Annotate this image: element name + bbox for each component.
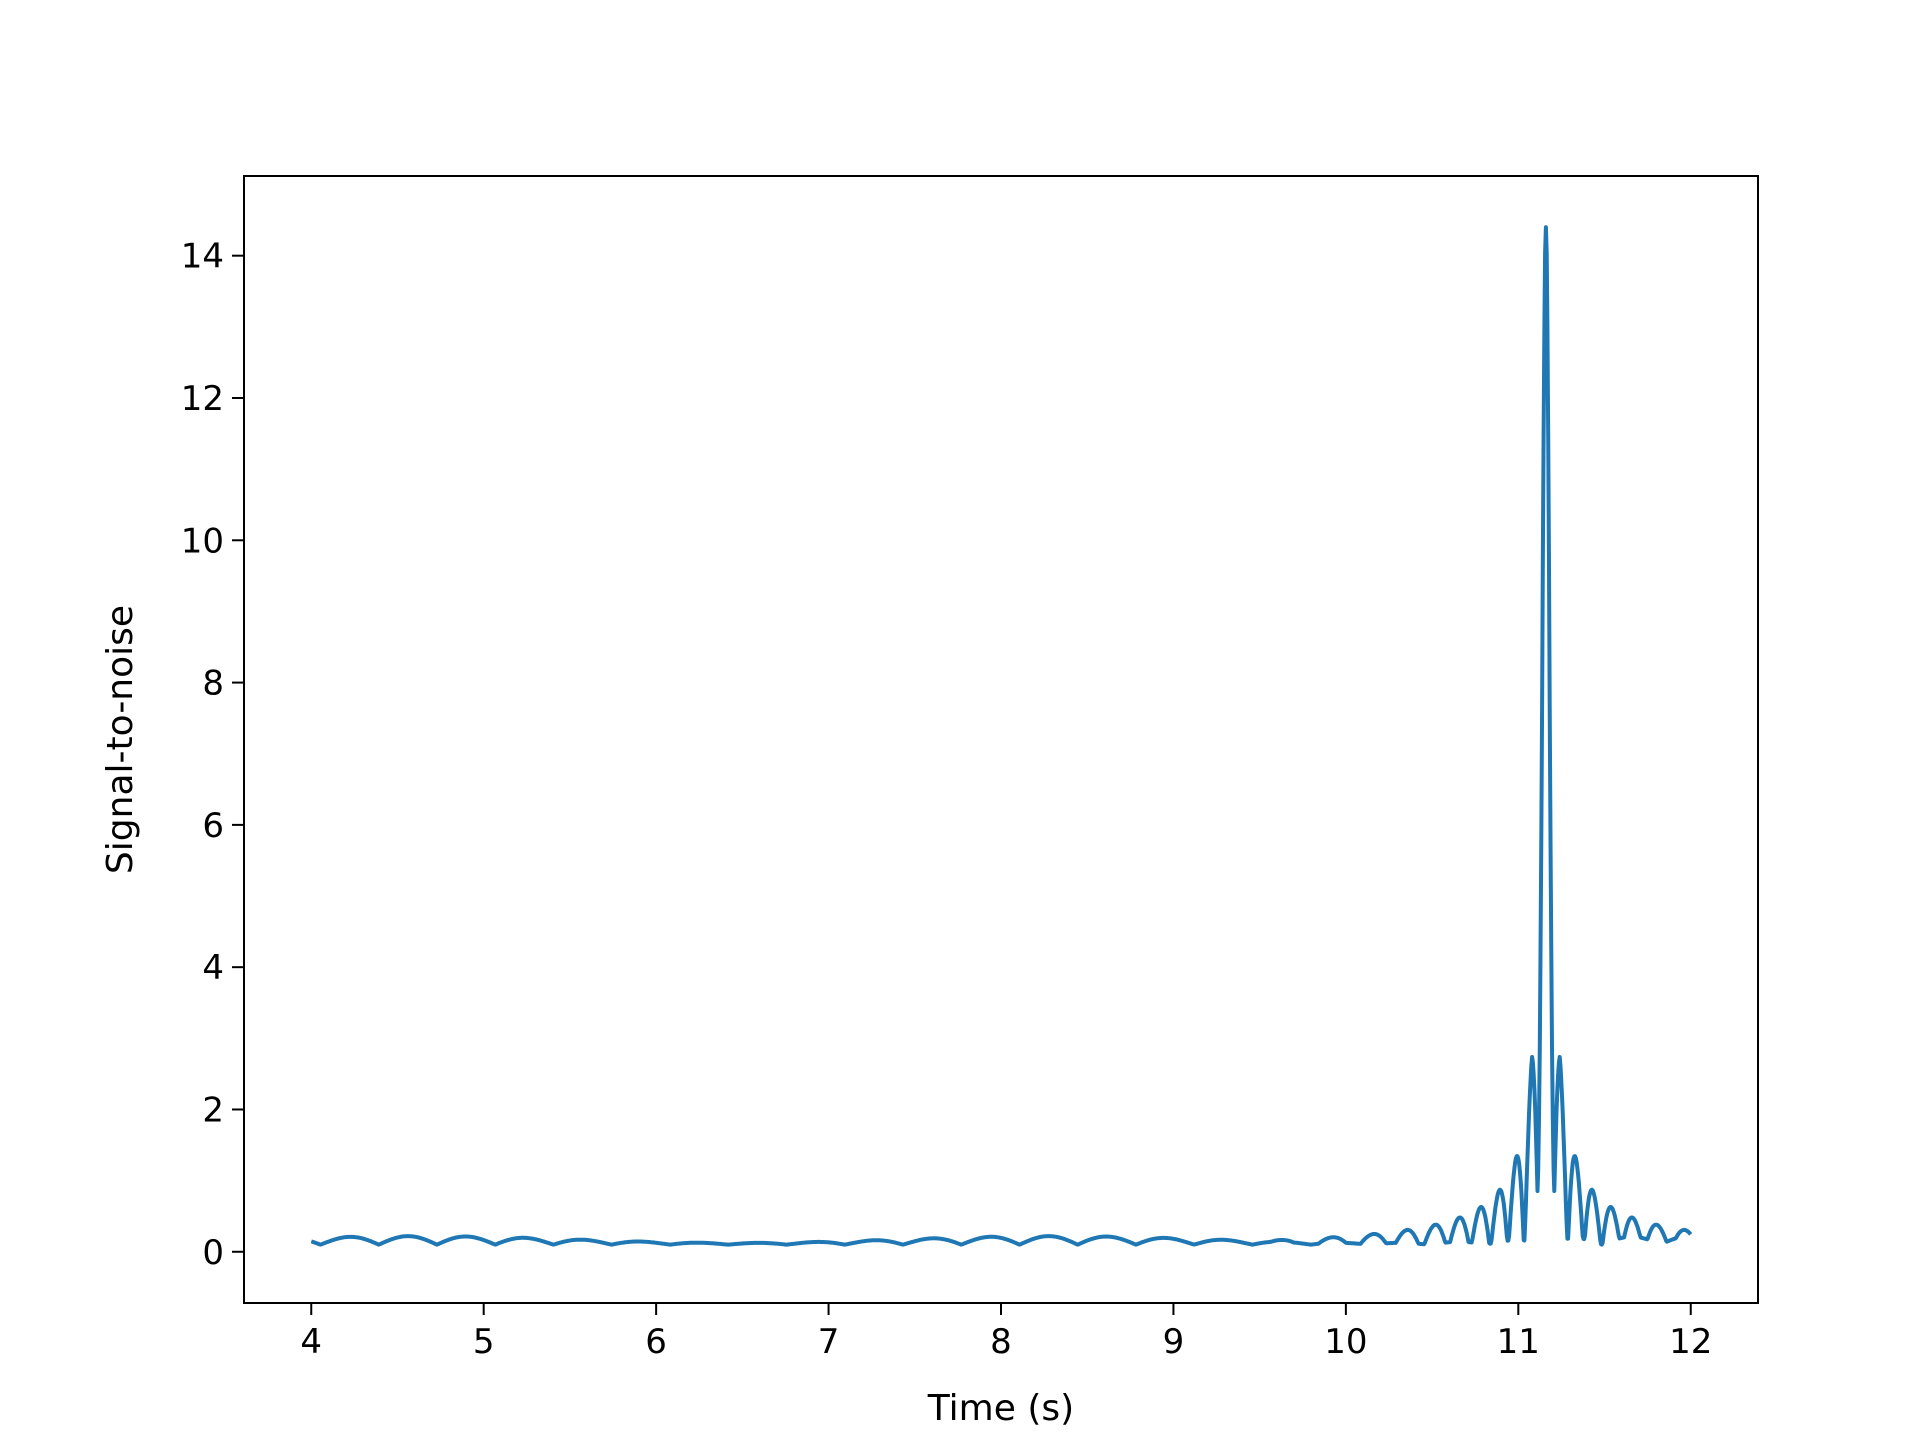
x-tick-label: 6: [645, 1322, 667, 1362]
y-tick-label: 0: [202, 1233, 224, 1273]
y-tick-label: 8: [202, 664, 224, 704]
y-tick-label: 12: [181, 379, 224, 419]
x-tick-label: 5: [473, 1322, 495, 1362]
x-tick-label: 7: [818, 1322, 840, 1362]
x-tick-label: 4: [300, 1322, 322, 1362]
plot-frame: [243, 175, 1759, 1304]
x-tick-label: 11: [1497, 1322, 1540, 1362]
x-tick-label: 10: [1324, 1322, 1367, 1362]
x-tick-label: 12: [1669, 1322, 1712, 1362]
y-tick-label: 6: [202, 806, 224, 846]
axis-ticks: 4 5 6 7 8 9 10 11 12 0 2 4 6 8 10 12 14: [181, 237, 1713, 1362]
y-tick-label: 10: [181, 521, 224, 561]
x-axis-label: Time (s): [927, 1388, 1074, 1429]
x-tick-label: 9: [1163, 1322, 1185, 1362]
x-tick-label: 8: [990, 1322, 1012, 1362]
y-tick-label: 4: [202, 948, 224, 988]
y-axis-label: Signal-to-noise: [100, 605, 141, 874]
y-tick-label: 14: [181, 237, 224, 277]
y-tick-label: 2: [202, 1090, 224, 1130]
snr-series-line: [310, 225, 1693, 1247]
plot-area: [310, 225, 1693, 1247]
